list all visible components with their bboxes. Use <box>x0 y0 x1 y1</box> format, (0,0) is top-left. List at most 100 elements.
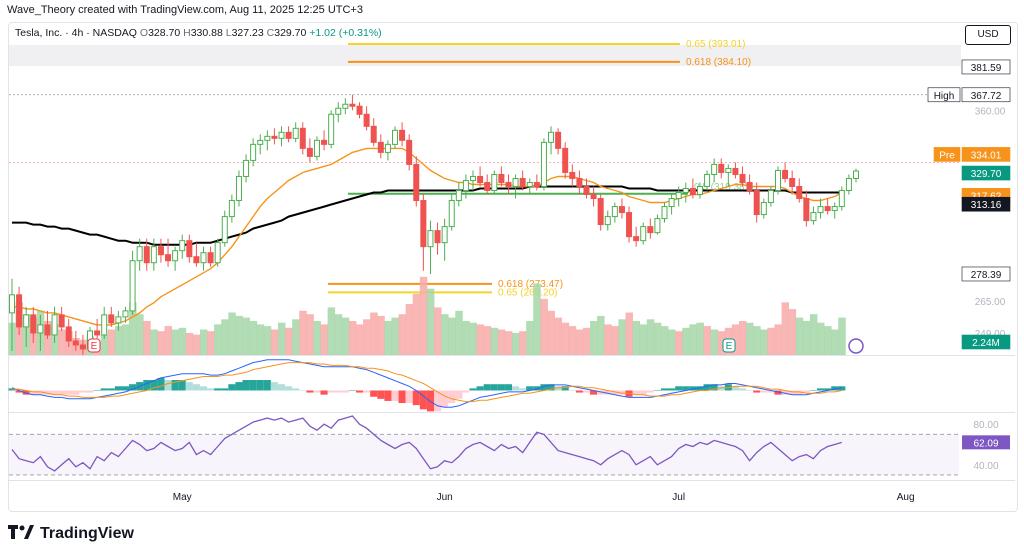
volume-bar <box>455 310 463 355</box>
volume-bar <box>192 334 201 355</box>
volume-bar <box>632 321 641 355</box>
volume-bar <box>540 298 548 355</box>
shaded-zone <box>9 45 961 67</box>
candle-body <box>264 135 271 141</box>
price-badge-tag-label: High <box>934 91 955 102</box>
candle-body <box>477 175 484 183</box>
candle-body <box>363 113 370 127</box>
candle-body <box>810 212 817 222</box>
macd-histogram-bar <box>660 388 669 391</box>
volume-bar <box>370 312 378 355</box>
candle-body <box>675 192 682 200</box>
chart-frame[interactable] <box>8 22 1018 512</box>
price-badge-label: 367.72 <box>971 91 1002 102</box>
macd-histogram-bar <box>497 384 505 391</box>
candle-body <box>661 206 668 220</box>
volume-bar <box>185 332 194 355</box>
volume-bar <box>753 326 761 355</box>
volume-bar <box>221 319 229 355</box>
macd-histogram-bar <box>185 382 193 391</box>
macd-histogram-bar <box>192 384 200 391</box>
candle-body <box>200 252 207 264</box>
macd-histogram-bar <box>746 390 754 391</box>
candle-body <box>427 230 434 248</box>
macd-histogram-bar <box>568 390 576 391</box>
volume-bar <box>682 327 690 355</box>
volume-bar <box>696 322 704 355</box>
macd-histogram-bar <box>348 390 356 391</box>
candle-body <box>51 314 58 336</box>
fib-label: 0.618 (273.47) <box>498 279 563 290</box>
volume-bar <box>299 310 307 355</box>
macd-histogram-bar <box>419 390 427 410</box>
rsi-value-badge <box>962 435 1010 450</box>
high-value: 330.88 <box>190 27 223 39</box>
macd-histogram-bar <box>604 390 612 395</box>
chart-caption: Wave_Theory created with TradingView.com… <box>7 4 363 16</box>
candle-body <box>179 240 186 252</box>
macd-histogram-bar <box>717 386 725 391</box>
volume-bar <box>497 329 506 355</box>
volume-bar <box>512 332 520 355</box>
volume-bar <box>809 314 818 355</box>
price-badge <box>961 59 1011 75</box>
volume-bar <box>313 321 321 355</box>
volume-bar <box>178 327 187 355</box>
volume-bar <box>802 321 811 355</box>
candle-body <box>555 131 562 149</box>
candle-body <box>58 314 65 328</box>
volume-bar <box>143 321 151 355</box>
volume-bar <box>235 315 243 355</box>
volume-bar <box>121 324 130 355</box>
currency-button[interactable]: USD <box>965 25 1011 45</box>
candle-body <box>512 177 519 187</box>
price-badge-tag <box>927 87 961 103</box>
x-tick-label: Aug <box>897 492 915 503</box>
candle-body <box>739 173 746 183</box>
macd-histogram-bar <box>809 390 817 391</box>
candle-body <box>129 260 136 312</box>
macd-histogram-bar <box>150 380 158 391</box>
low-label: L <box>225 27 232 39</box>
volume-bar <box>384 321 392 355</box>
macd-histogram-bar <box>221 388 229 391</box>
candle-body <box>789 177 796 187</box>
rsi-band <box>9 434 959 475</box>
macd-histogram-bar <box>341 390 349 393</box>
macd-histogram-bar <box>547 384 555 391</box>
volume-bar <box>575 329 584 355</box>
volume-bar <box>781 302 790 355</box>
volume-bar <box>767 327 775 355</box>
volume-bar <box>320 324 329 355</box>
candle-body <box>250 143 257 161</box>
macd-histogram-bar <box>121 386 130 391</box>
macd-histogram-bar <box>512 386 520 391</box>
volume-bar <box>355 324 364 355</box>
candle-body <box>817 206 824 214</box>
candle-body <box>328 113 335 145</box>
macd-histogram-bar <box>79 390 87 393</box>
volume-bar <box>207 331 215 355</box>
volume-bar <box>710 329 719 355</box>
volume-bar <box>150 329 158 355</box>
candle-body <box>583 185 590 196</box>
candle-body <box>484 181 491 192</box>
macd-histogram-bar <box>334 390 342 393</box>
candle-body <box>306 147 313 157</box>
rsi-value-label: 62.09 <box>973 438 998 449</box>
volume-bar <box>157 331 165 355</box>
volume-bar <box>533 283 541 355</box>
macd-histogram-bar <box>653 390 661 391</box>
macd-histogram-bar <box>533 386 541 391</box>
volume-bar <box>256 324 265 355</box>
volume-bar <box>327 307 336 355</box>
volume-bar <box>519 331 527 355</box>
macd-histogram-bar <box>43 390 52 395</box>
candle-body <box>746 181 753 192</box>
price-badge-tag-label: Pre <box>939 150 955 161</box>
macd-histogram-bar <box>157 377 165 391</box>
candle-body <box>562 147 569 173</box>
candle-body <box>597 198 604 226</box>
macd-histogram-bar <box>448 390 456 404</box>
